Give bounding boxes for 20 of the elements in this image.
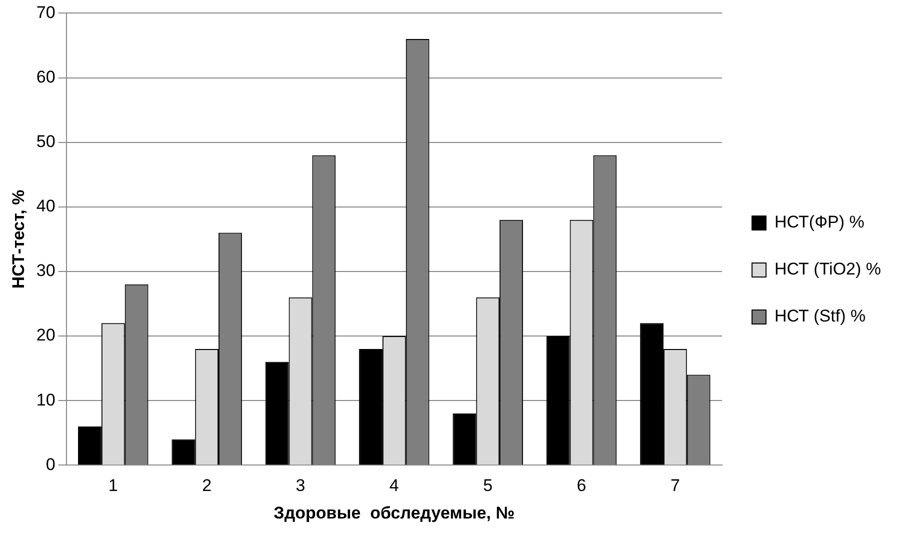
x-tick-label: 1 [108,476,118,496]
y-axis-title: НСТ-тест, % [8,190,28,289]
x-tick-label: 2 [202,476,212,496]
y-tick-label: 40 [36,196,56,216]
x-tick-label: 7 [670,476,680,496]
legend-label: НСТ(ФР) % [774,212,864,232]
x-tick-label: 6 [576,476,586,496]
x-tick-label: 4 [389,476,399,496]
y-tick-label: 0 [46,454,56,474]
legend-label: НСТ (Stf) % [774,306,866,326]
y-tick-label: 10 [36,390,56,410]
x-tick-label: 3 [296,476,306,496]
y-tick-label: 70 [36,2,56,22]
y-tick-label: 50 [36,132,56,152]
x-tick-label: 5 [483,476,493,496]
y-tick-label: 60 [36,67,56,86]
legend-label: НСТ (TiO2) % [774,260,882,279]
y-tick-label: 20 [36,326,56,345]
y-tick-label: 30 [36,261,56,280]
x-axis-title: Здоровые обследуемые, № [274,503,515,522]
